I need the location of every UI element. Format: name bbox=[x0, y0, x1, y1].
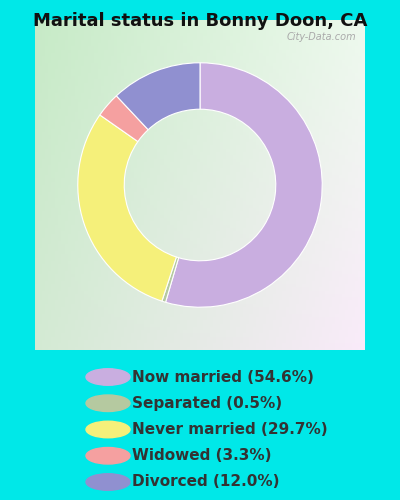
Text: Separated (0.5%): Separated (0.5%) bbox=[132, 396, 282, 411]
Circle shape bbox=[86, 421, 130, 438]
Wedge shape bbox=[100, 96, 148, 142]
Circle shape bbox=[86, 448, 130, 464]
Circle shape bbox=[86, 369, 130, 385]
Text: Widowed (3.3%): Widowed (3.3%) bbox=[132, 448, 272, 463]
Text: Divorced (12.0%): Divorced (12.0%) bbox=[132, 474, 280, 490]
Circle shape bbox=[86, 395, 130, 411]
Text: City-Data.com: City-Data.com bbox=[287, 32, 356, 42]
Text: Never married (29.7%): Never married (29.7%) bbox=[132, 422, 328, 437]
Text: Now married (54.6%): Now married (54.6%) bbox=[132, 370, 314, 384]
Wedge shape bbox=[116, 63, 200, 130]
Wedge shape bbox=[166, 63, 322, 307]
Text: Marital status in Bonny Doon, CA: Marital status in Bonny Doon, CA bbox=[33, 12, 367, 30]
Wedge shape bbox=[78, 115, 176, 301]
Circle shape bbox=[86, 474, 130, 490]
Wedge shape bbox=[162, 257, 179, 302]
